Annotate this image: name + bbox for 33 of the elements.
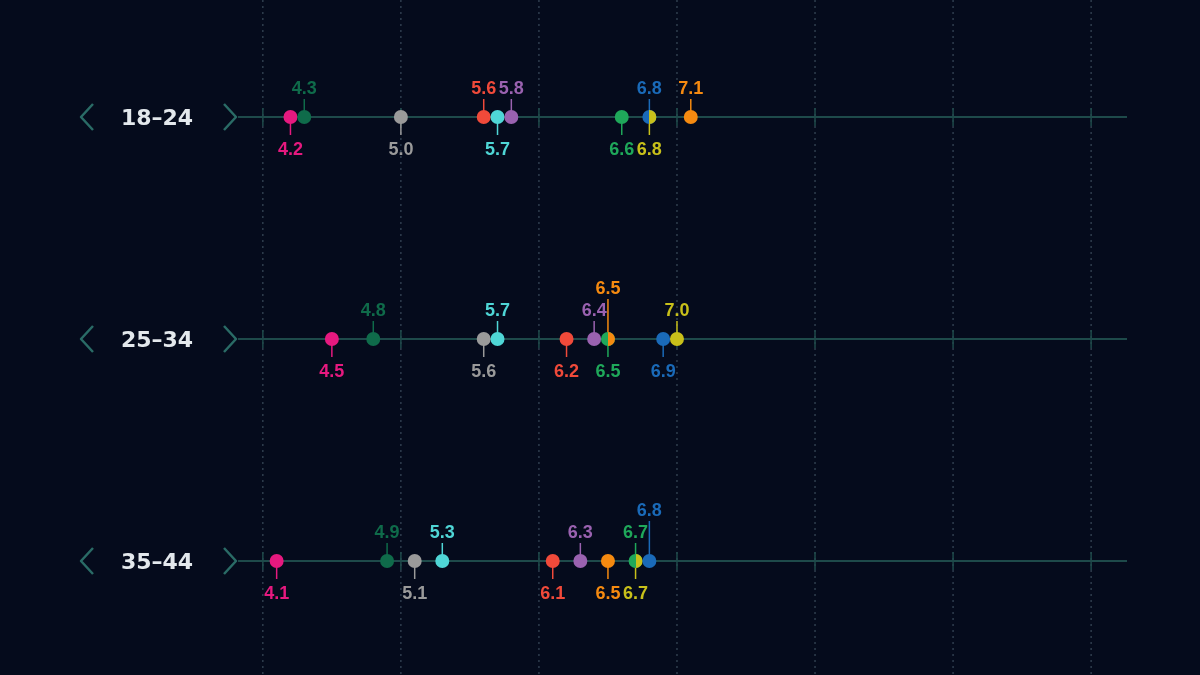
- data-label: 6.8: [636, 139, 662, 159]
- y-tick-label: 18–24: [120, 105, 194, 130]
- data-label: 6.7: [623, 583, 649, 603]
- data-label: 7.0: [664, 300, 690, 320]
- data-label: 5.7: [485, 139, 511, 159]
- data-label: 5.6: [471, 361, 497, 381]
- data-label: 6.4: [581, 300, 607, 320]
- data-label: 6.3: [567, 522, 593, 542]
- data-label: 6.8: [636, 78, 662, 98]
- data-label: 5.8: [498, 78, 524, 98]
- data-label: 4.5: [319, 361, 345, 381]
- data-label: 5.6: [471, 78, 497, 98]
- data-label: 6.2: [554, 361, 580, 381]
- data-label: 5.7: [485, 300, 511, 320]
- y-tick-label: 35–44: [120, 549, 194, 574]
- data-label: 5.0: [388, 139, 414, 159]
- data-label: 6.7: [623, 522, 649, 542]
- data-label: 4.2: [277, 139, 303, 159]
- data-label: 4.1: [264, 583, 290, 603]
- data-label: 6.9: [650, 361, 676, 381]
- data-label: 4.9: [374, 522, 400, 542]
- data-label: 5.3: [429, 522, 455, 542]
- data-label: 4.8: [360, 300, 386, 320]
- data-label: 6.1: [540, 583, 566, 603]
- data-label: 6.5: [595, 583, 621, 603]
- y-tick-label: 25–34: [120, 327, 194, 352]
- data-label: 6.6: [609, 139, 635, 159]
- data-label: 4.3: [291, 78, 317, 98]
- data-label: 6.5: [595, 278, 621, 298]
- data-label: 5.1: [402, 583, 428, 603]
- data-label: 7.1: [678, 78, 704, 98]
- data-label: 6.5: [595, 361, 621, 381]
- data-label: 6.8: [636, 500, 662, 520]
